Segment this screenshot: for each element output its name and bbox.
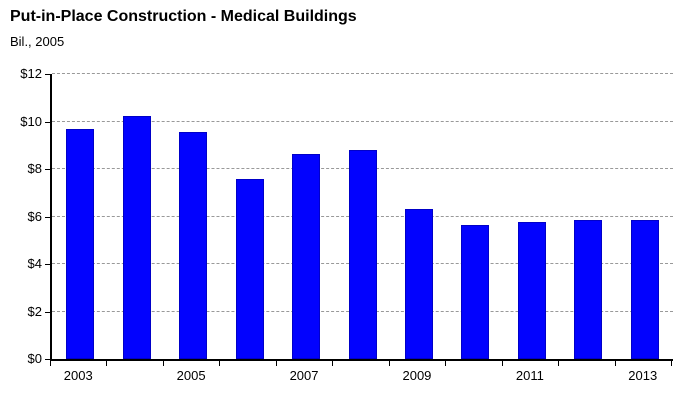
y-axis-tick-12 (45, 74, 50, 75)
plot-area (50, 73, 673, 361)
x-axis-tick-5 (332, 361, 334, 366)
x-axis-tick-7 (445, 361, 447, 366)
x-axis-tick-6 (388, 361, 390, 366)
y-axis-tick-10 (45, 121, 50, 123)
x-axis-tick-11 (671, 361, 672, 366)
x-axis-tick-10 (614, 361, 616, 366)
x-axis-tick-9 (558, 361, 560, 366)
y-axis-label-10: $10 (20, 113, 42, 129)
chart-title: Put-in-Place Construction - Medical Buil… (10, 8, 357, 25)
x-axis-label-2007: 2007 (289, 368, 319, 383)
y-axis-tick-2 (45, 311, 50, 313)
gridline-10 (52, 120, 673, 122)
y-axis-label-2: $2 (27, 303, 42, 319)
y-axis-label-8: $8 (27, 161, 42, 176)
x-axis-tick-8 (501, 361, 503, 366)
bar-2004 (122, 115, 151, 359)
bar-2005 (179, 132, 208, 359)
y-axis-tick-6 (45, 216, 50, 218)
x-axis-tick-2 (162, 361, 164, 366)
y-axis-tick-4 (45, 264, 50, 265)
y-axis-tick-8 (45, 169, 50, 170)
bar-2009 (404, 209, 433, 359)
x-axis-label-2009: 2009 (402, 368, 432, 383)
y-axis-label-6: $6 (27, 208, 42, 224)
y-axis-label-12: $12 (20, 66, 42, 81)
bar-2008 (348, 150, 377, 359)
x-axis-label-2005: 2005 (176, 368, 206, 383)
y-axis-tick-0 (45, 359, 50, 360)
gridline-12 (52, 73, 673, 74)
x-axis-tick-4 (275, 361, 277, 366)
bar-2011 (517, 222, 546, 359)
x-axis-tick-0 (50, 361, 51, 366)
bar-2010 (461, 224, 490, 359)
x-axis-label-2003: 2003 (63, 368, 93, 383)
x-axis-tick-3 (219, 361, 221, 366)
bar-2012 (574, 220, 603, 359)
bar-2007 (292, 153, 321, 359)
bar-2006 (235, 178, 264, 359)
chart-subtitle: Bil., 2005 (10, 34, 65, 49)
x-axis-label-2013: 2013 (628, 368, 658, 383)
y-axis-label-0: $0 (27, 351, 42, 366)
bar-2013 (630, 220, 659, 359)
bar-2003 (66, 128, 95, 359)
y-axis-label-4: $4 (27, 256, 42, 271)
x-axis-label-2011: 2011 (515, 368, 544, 383)
x-axis-tick-1 (106, 361, 108, 366)
